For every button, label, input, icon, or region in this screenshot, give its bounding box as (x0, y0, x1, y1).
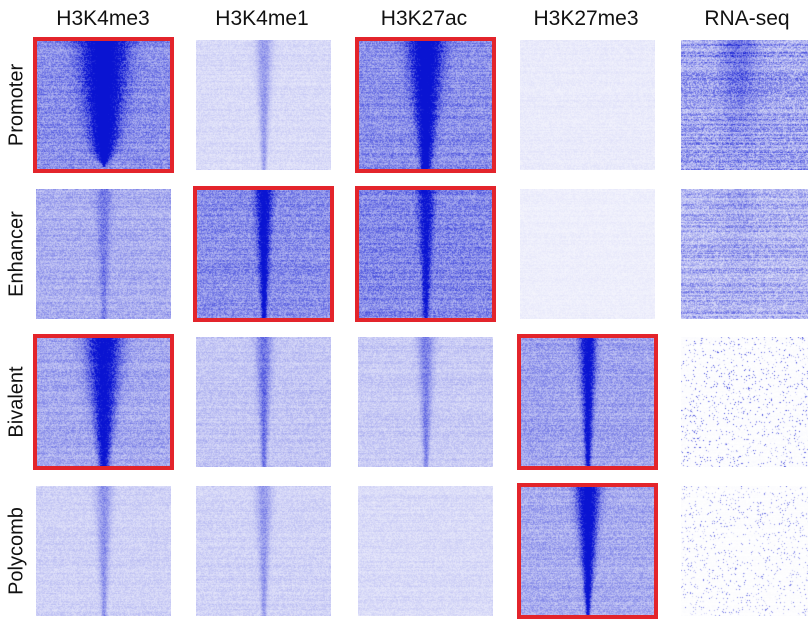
heatmap-panel-promoter-rna-seq (681, 40, 808, 170)
heatmap-panel-bivalent-h3k27me3 (520, 337, 655, 467)
heatmap-panel-bivalent-h3k4me3 (36, 337, 171, 467)
heatmap-panel-bivalent-h3k27ac (358, 337, 493, 467)
row-label-promoter-text: Promoter (5, 63, 28, 147)
heatmap-panel-enhancer-h3k27me3 (520, 189, 655, 319)
row-label-bivalent-text: Bivalent (5, 366, 28, 438)
heatmap-panel-enhancer-rna-seq (681, 189, 808, 319)
heatmap-panel-bivalent-h3k4me1 (196, 337, 331, 467)
column-label-h3k4me1: H3K4me1 (215, 7, 309, 30)
heatmap-panel-polycomb-h3k27ac (358, 486, 493, 616)
heatmap-panel-enhancer-h3k4me1 (196, 189, 331, 319)
row-label-enhancer: Enhancer (0, 189, 34, 319)
heatmap-panel-promoter-h3k4me3 (36, 40, 171, 170)
column-label-h3k4me3: H3K4me3 (56, 7, 150, 30)
row-label-promoter: Promoter (0, 40, 34, 170)
heatmap-panel-bivalent-rna-seq (681, 337, 808, 467)
heatmap-panel-promoter-h3k4me1 (196, 40, 331, 170)
heatmap-panel-polycomb-h3k4me3 (36, 486, 171, 616)
column-label-h3k27ac: H3K27ac (380, 7, 468, 30)
column-label-rna-seq: RNA-seq (704, 7, 790, 30)
heatmap-panel-polycomb-rna-seq (681, 486, 808, 616)
row-label-polycomb-text: Polycomb (5, 507, 28, 595)
heatmap-panel-enhancer-h3k4me3 (36, 189, 171, 319)
heatmap-panel-polycomb-h3k4me1 (196, 486, 331, 616)
row-label-polycomb: Polycomb (0, 486, 34, 616)
heatmap-panel-enhancer-h3k27ac (358, 189, 493, 319)
row-label-bivalent: Bivalent (0, 337, 34, 467)
heatmap-panel-promoter-h3k27ac (358, 40, 493, 170)
heatmap-panel-polycomb-h3k27me3 (520, 486, 655, 616)
heatmap-panel-promoter-h3k27me3 (520, 40, 655, 170)
column-label-h3k27me3: H3K27me3 (533, 7, 639, 30)
row-label-enhancer-text: Enhancer (5, 211, 28, 297)
